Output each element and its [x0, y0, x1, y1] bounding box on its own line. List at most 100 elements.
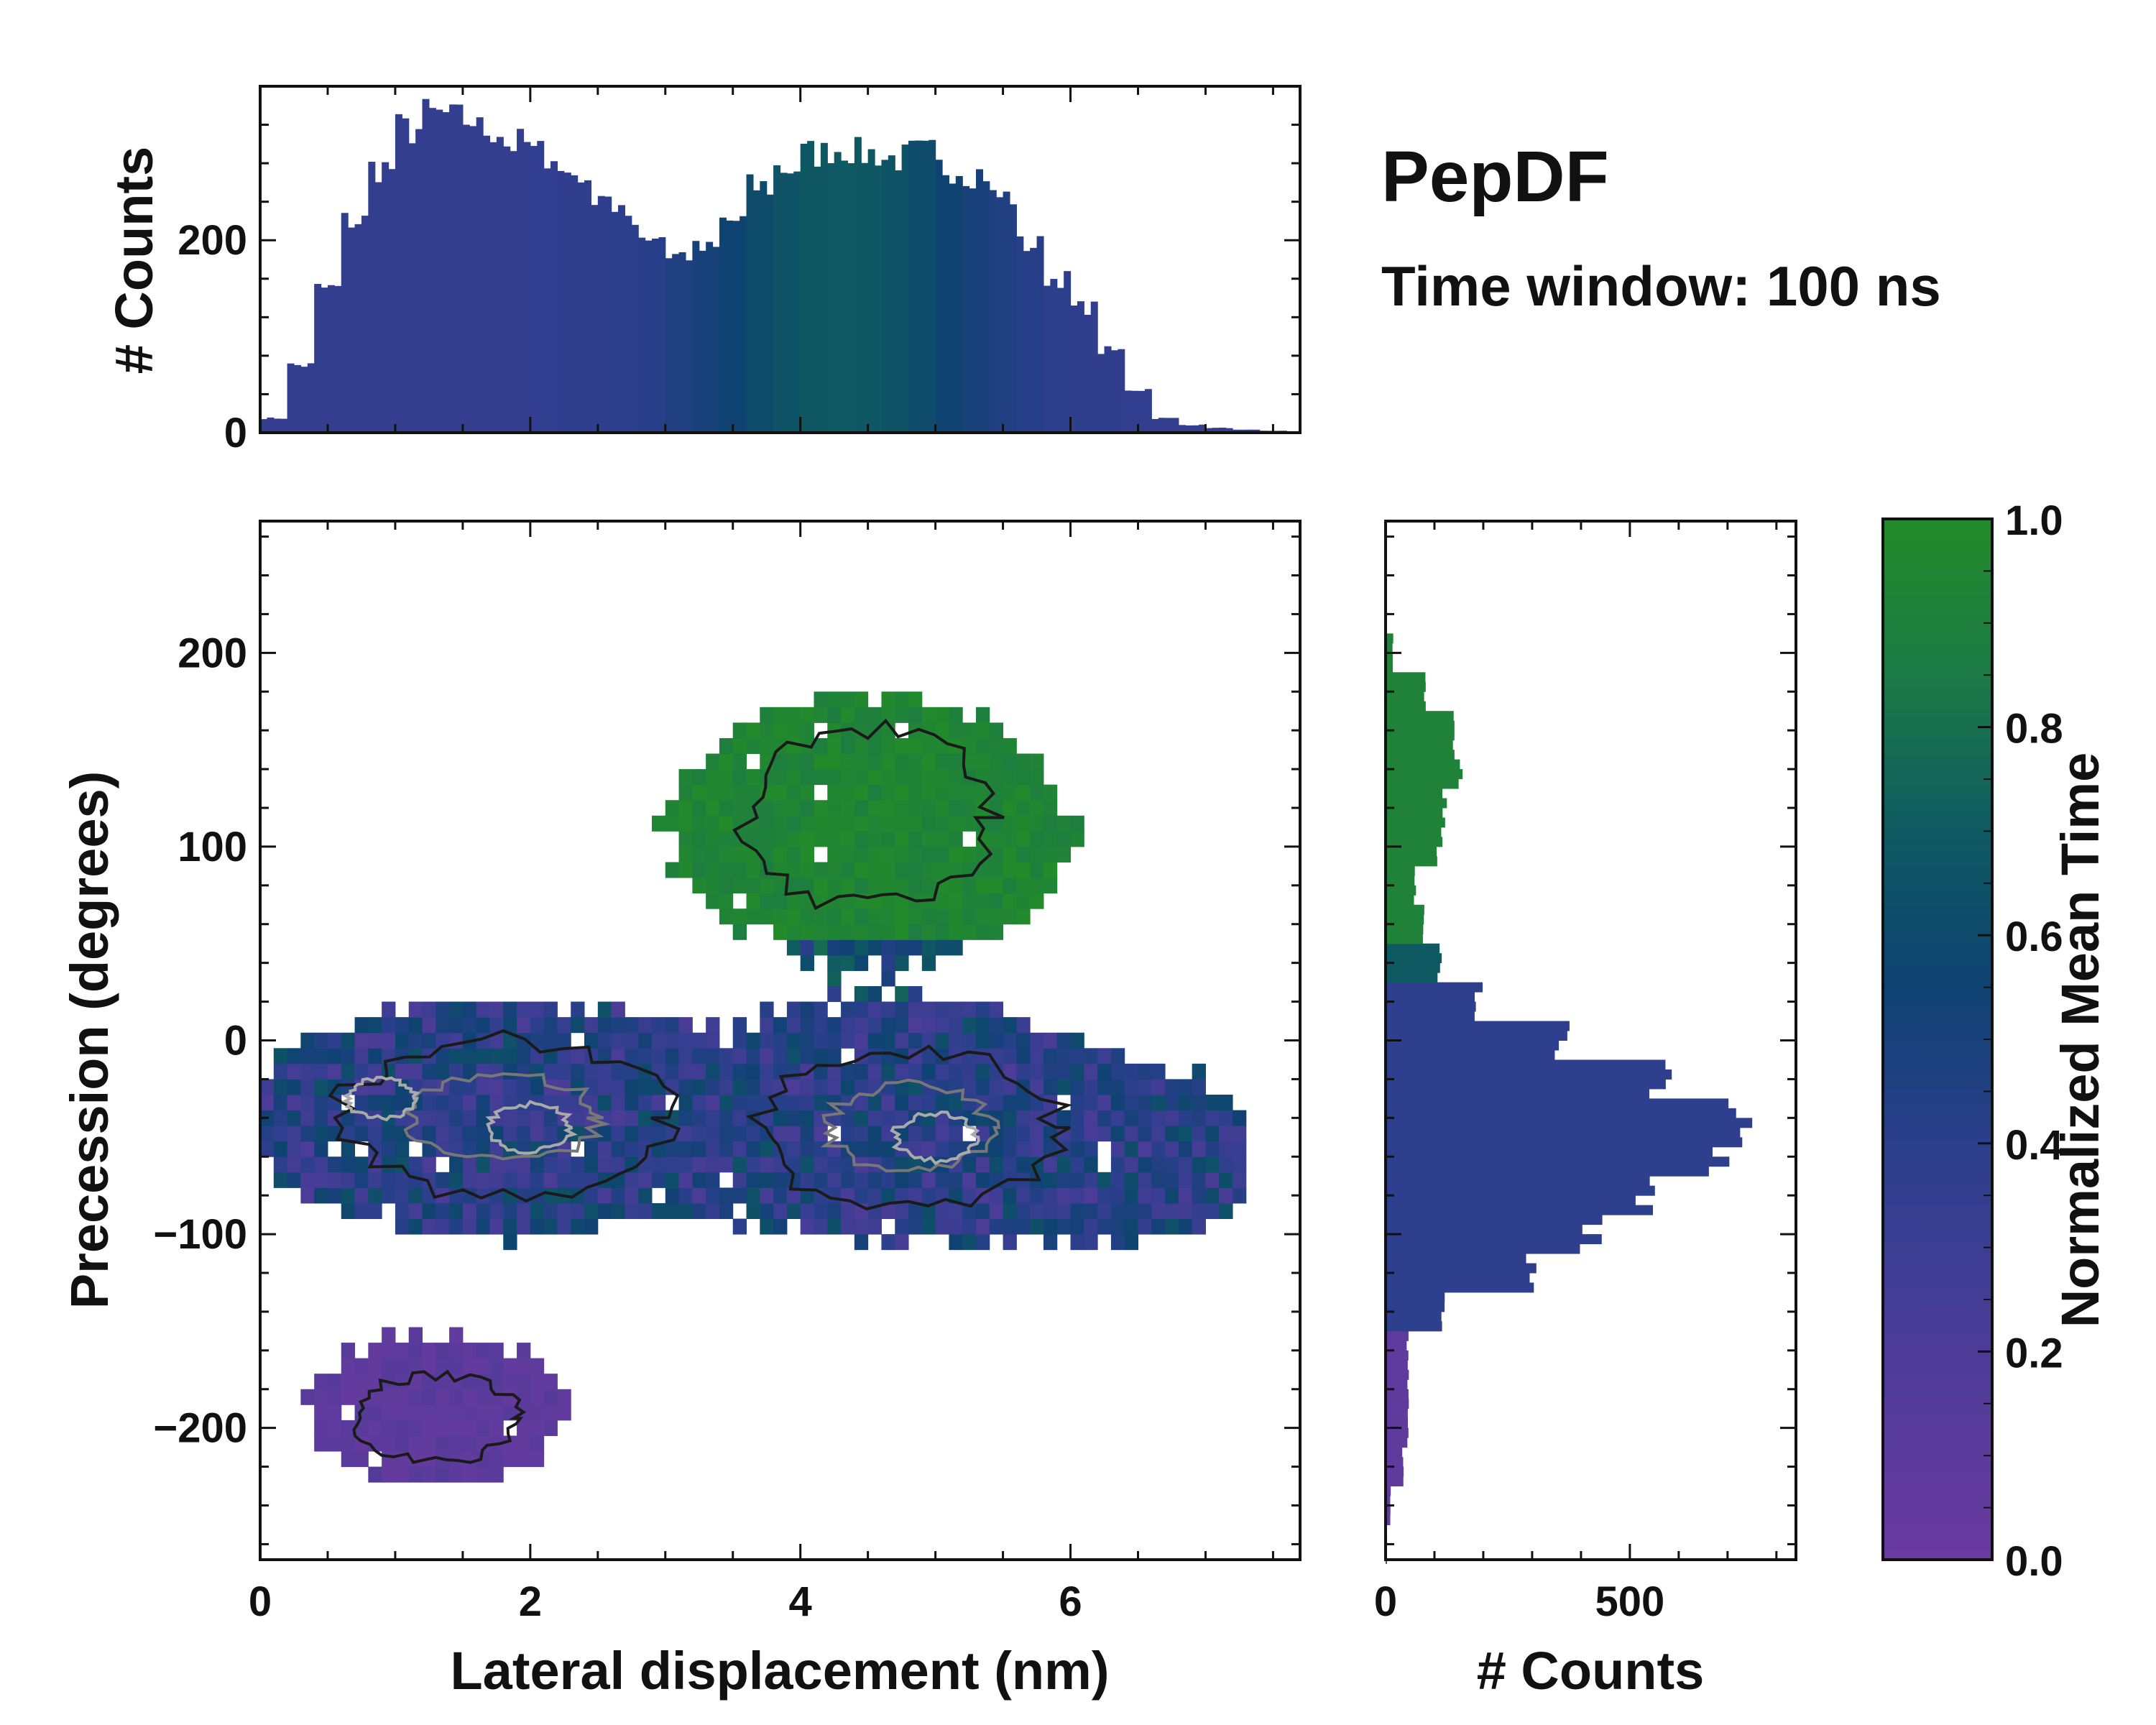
heatmap-cell	[786, 784, 801, 801]
right-histogram-bar	[1386, 643, 1393, 653]
right-histogram-bar	[1386, 798, 1447, 809]
heatmap-cell	[935, 908, 949, 925]
heatmap-cell	[719, 1079, 734, 1095]
top-histogram-bar	[996, 197, 1004, 433]
heatmap-cell	[1030, 1063, 1044, 1080]
heatmap-cell	[975, 1001, 990, 1018]
heatmap-cell	[395, 1389, 410, 1405]
heatmap-cell	[489, 1172, 504, 1188]
heatmap-cell	[935, 1218, 949, 1235]
heatmap-cell	[1070, 815, 1084, 832]
heatmap-cell	[908, 1218, 923, 1235]
heatmap-cell	[975, 737, 990, 755]
heatmap-cell	[678, 1172, 693, 1188]
heatmap-cell	[1097, 1202, 1112, 1220]
heatmap-cell	[597, 1048, 612, 1064]
heatmap-cell	[557, 1079, 571, 1095]
top-histogram-bar	[665, 258, 673, 433]
heatmap-cell	[1016, 1094, 1031, 1111]
heatmap-cell	[975, 1156, 990, 1173]
right-histogram-bar	[1386, 1185, 1655, 1196]
top-histogram-bar	[422, 98, 430, 433]
heatmap-cell	[773, 1218, 788, 1235]
right-histogram-bar	[1386, 681, 1426, 692]
heatmap-cell	[260, 1079, 275, 1095]
heatmap-cell	[1165, 1202, 1179, 1220]
heatmap-cell	[800, 924, 814, 940]
heatmap-cell	[1219, 1126, 1233, 1142]
heatmap-cell	[678, 815, 693, 832]
heatmap-cell	[287, 1048, 301, 1064]
heatmap-cell	[1138, 1141, 1152, 1157]
heatmap-cell	[597, 1063, 612, 1080]
heatmap-cell	[462, 1141, 477, 1157]
heatmap-cell	[651, 1032, 666, 1049]
heatmap-cell	[300, 1079, 315, 1095]
heatmap-cell	[921, 1141, 936, 1157]
heatmap-cell	[1016, 784, 1031, 801]
right-histogram-bar	[1386, 1514, 1391, 1525]
heatmap-cell	[800, 862, 814, 878]
heatmap-cell	[382, 1141, 396, 1157]
heatmap-cell	[989, 1156, 1004, 1173]
colorbar-tick-label: 0.4	[2005, 1122, 2063, 1169]
heatmap-cell	[786, 1156, 801, 1173]
heatmap-cell	[625, 1187, 639, 1204]
heatmap-cell	[1151, 1110, 1166, 1126]
right-histogram-bar	[1386, 1040, 1560, 1051]
heatmap-cell	[841, 1063, 855, 1080]
heatmap-cell	[962, 1156, 977, 1173]
right-histogram-bar	[1386, 1292, 1445, 1302]
heatmap-cell	[841, 1017, 855, 1034]
right-histogram-bar	[1386, 691, 1424, 702]
heatmap-cell	[489, 1404, 504, 1421]
heatmap-cell	[1084, 1079, 1098, 1095]
heatmap-cell	[854, 784, 869, 801]
heatmap-cell	[260, 1126, 275, 1142]
top-histogram-bar	[456, 104, 464, 433]
main-y-tick-label: 200	[178, 630, 247, 676]
heatmap-cell	[773, 753, 788, 770]
top-histogram-bar	[1138, 390, 1146, 433]
right-histogram-bar	[1386, 865, 1415, 876]
heatmap-cell	[436, 1435, 450, 1452]
heatmap-cell	[462, 1017, 477, 1034]
heatmap-cell	[732, 1218, 747, 1235]
heatmap-cell	[800, 1141, 814, 1157]
heatmap-cell	[408, 1017, 423, 1034]
top-histogram-bar	[449, 104, 457, 433]
heatmap-cell	[1043, 846, 1058, 862]
heatmap-cell	[408, 1358, 423, 1374]
heatmap-cell	[1110, 1094, 1125, 1111]
heatmap-cell	[962, 800, 977, 816]
heatmap-cell	[975, 1202, 990, 1220]
heatmap-cell	[814, 939, 828, 956]
heatmap-cell	[706, 1063, 720, 1080]
heatmap-cell	[354, 1202, 369, 1220]
top-histogram-bar	[793, 171, 801, 433]
heatmap-cell	[895, 784, 909, 801]
top-histogram-bar	[847, 163, 855, 433]
heatmap-cell	[517, 1141, 531, 1157]
heatmap-cell	[1016, 1032, 1031, 1049]
right-x-tick-label: 500	[1595, 1578, 1664, 1625]
heatmap-cell	[584, 1032, 599, 1049]
top-histogram-bar	[651, 238, 659, 433]
heatmap-cell	[706, 1048, 720, 1064]
heatmap-cell	[260, 1141, 275, 1157]
heatmap-cell	[841, 1079, 855, 1095]
heatmap-cell	[908, 707, 923, 723]
heatmap-cell	[867, 878, 882, 894]
heatmap-cell	[854, 722, 869, 739]
heatmap-cell	[975, 784, 990, 801]
heatmap-cell	[949, 753, 963, 770]
heatmap-cell	[841, 924, 855, 940]
right-histogram-bar	[1386, 1350, 1409, 1361]
heatmap-cell	[314, 1126, 328, 1142]
heatmap-cell	[692, 769, 706, 786]
heatmap-cell	[1003, 1048, 1017, 1064]
heatmap-cell	[1165, 1079, 1179, 1095]
heatmap-cell	[854, 1141, 869, 1157]
heatmap-cell	[422, 1404, 436, 1421]
heatmap-cell	[921, 831, 936, 847]
